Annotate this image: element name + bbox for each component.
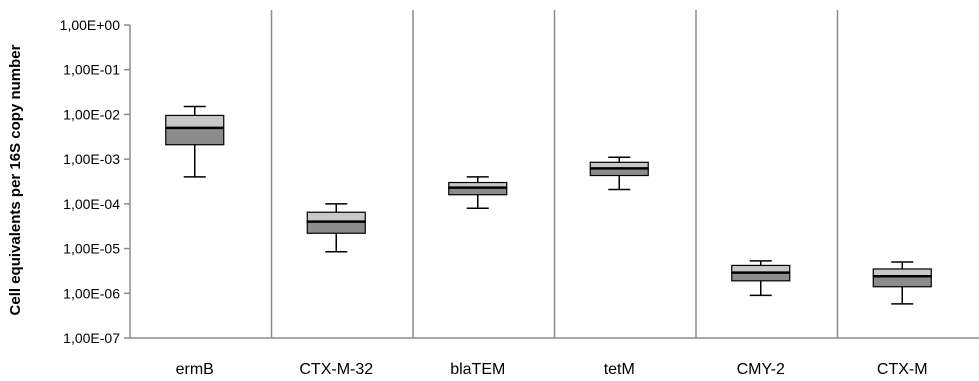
box-ermB <box>165 105 225 178</box>
x-tick-label: blaTEM <box>450 361 505 378</box>
y-axis-label: Cell equivalents per 16S copy number <box>7 44 24 315</box>
box-CTX-M-32 <box>306 203 366 253</box>
x-tick-label: CTX-M <box>877 361 928 378</box>
y-tick-label: 1,00E-06 <box>63 285 120 301</box>
y-tick-label: 1,00E-02 <box>63 106 120 122</box>
upper-box <box>306 211 366 223</box>
y-tick-label: 1,00E+00 <box>60 17 121 33</box>
x-axis: ermB CTX-M-32 blaTEM tetM CMY-2 CTX-M <box>130 337 979 378</box>
box-CTX-M <box>872 261 932 305</box>
y-tick-label: 1,00E-03 <box>63 151 120 167</box>
x-tick-label: CTX-M-32 <box>299 361 373 378</box>
x-tick-label: CMY-2 <box>737 361 785 378</box>
lower-box <box>872 275 932 288</box>
box-tetM <box>589 156 649 191</box>
lower-box <box>165 127 225 146</box>
y-tick-label: 1,00E-04 <box>63 196 120 212</box>
upper-box <box>165 114 225 129</box>
x-tick-label: ermB <box>176 361 214 378</box>
y-tick-label: 1,00E-05 <box>63 241 120 257</box>
lower-box <box>306 221 366 234</box>
category-separators <box>270 10 839 338</box>
y-axis: 1,00E+00 1,00E-01 1,00E-02 1,00E-03 1,00E-04… <box>60 17 131 346</box>
box-series <box>165 105 932 305</box>
box-CMY-2 <box>731 260 791 297</box>
box-blaTEM <box>448 176 508 209</box>
y-tick-label: 1,00E-01 <box>63 62 120 78</box>
y-tick-label: 1,00E-07 <box>63 330 120 346</box>
x-tick-label: tetM <box>604 361 635 378</box>
